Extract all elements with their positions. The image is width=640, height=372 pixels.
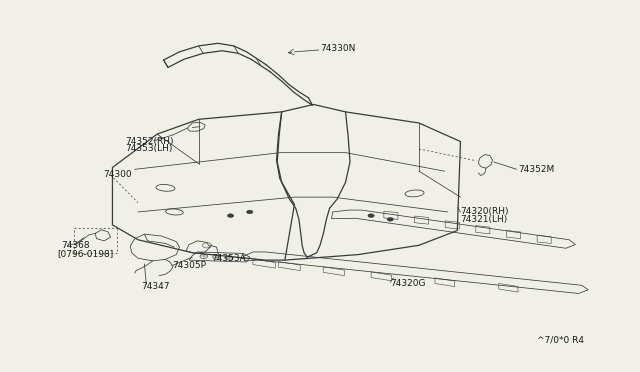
Text: ^7/0*0 R4: ^7/0*0 R4 xyxy=(537,335,584,344)
Text: 74320(RH): 74320(RH) xyxy=(461,208,509,217)
Text: 74353(LH): 74353(LH) xyxy=(125,144,173,153)
Text: 74347: 74347 xyxy=(141,282,170,291)
Circle shape xyxy=(246,210,253,214)
Text: 74352(RH): 74352(RH) xyxy=(125,137,173,146)
Circle shape xyxy=(368,214,374,218)
Circle shape xyxy=(227,214,234,218)
Text: 74300: 74300 xyxy=(103,170,131,179)
Text: 74352M: 74352M xyxy=(518,165,554,174)
Text: 74368: 74368 xyxy=(61,241,90,250)
Text: 74353A: 74353A xyxy=(211,254,246,263)
Circle shape xyxy=(387,218,394,221)
Text: 74320G: 74320G xyxy=(390,279,426,288)
Text: [0796-0198]: [0796-0198] xyxy=(57,249,113,258)
Text: 74330N: 74330N xyxy=(320,44,355,53)
Text: 74305P: 74305P xyxy=(172,261,206,270)
Text: 74321(LH): 74321(LH) xyxy=(461,215,508,224)
